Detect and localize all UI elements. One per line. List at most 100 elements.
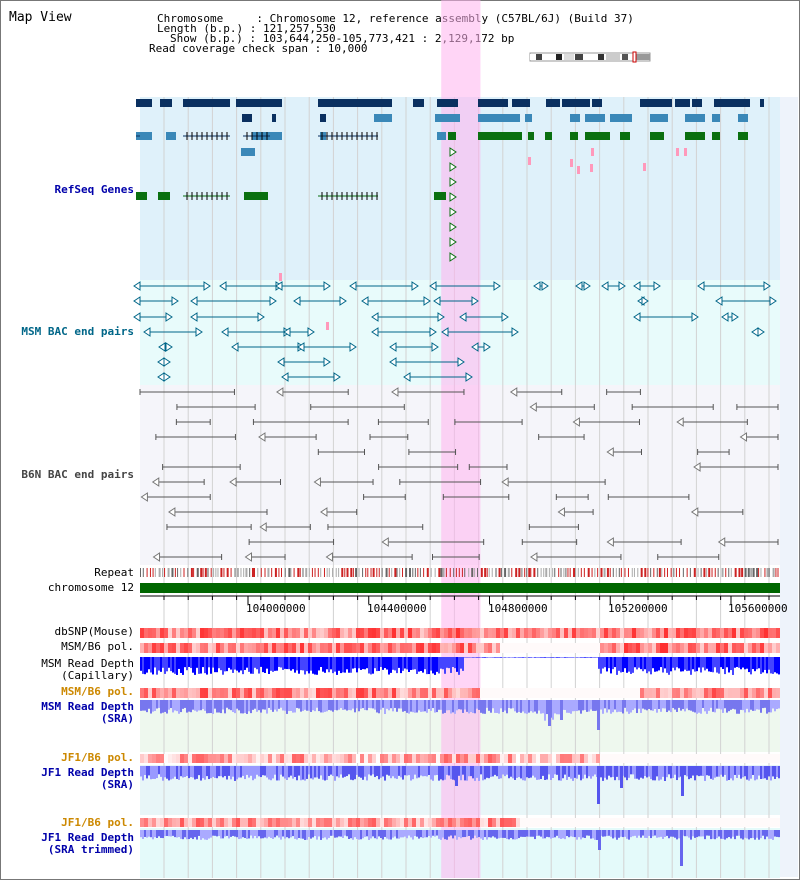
bac-end-marker (618, 281, 626, 291)
msm-depth-capillary-bar (350, 657, 352, 673)
msm-b6-pol2-heat-cell (252, 688, 256, 698)
jf1-b6-pol-heat-cell (552, 754, 556, 763)
dbsnp-heat-cell (448, 628, 452, 638)
jf1-b6-pol2-heat-cell (228, 818, 232, 827)
jf1-depth-trimmed-bar (474, 830, 476, 836)
msm-depth-sra-bar (674, 700, 676, 710)
msm-depth-capillary-bar (610, 657, 612, 674)
msm-depth-sra-bar (492, 700, 494, 709)
jf1-depth-trimmed-bar (408, 830, 410, 836)
bac-end-marker (572, 417, 580, 427)
msm-depth-sra-bar (490, 700, 492, 713)
msm-depth-sra-bar (410, 700, 412, 712)
jf1-depth-sra-bar (492, 766, 494, 777)
msm-b6-pol2-heat-cell (724, 688, 728, 698)
msm-b6-pol-heat-cell (632, 643, 636, 653)
repeat-mark (768, 568, 770, 577)
msm-b6-pol2-heat-cell (412, 688, 416, 698)
repeat-mark (177, 568, 179, 577)
msm-depth-sra-bar (428, 700, 430, 709)
jf1-depth-trimmed-bar (142, 830, 144, 840)
msm-depth-capillary-bar (190, 657, 192, 669)
msm-b6-pol-heat-cell (208, 643, 212, 653)
jf1-b6-pol-heat-cell (152, 754, 156, 763)
jf1-depth-sra-bar (310, 766, 312, 779)
jf1-depth-trimmed-bar (392, 830, 394, 838)
jf1-depth-trimmed-bar (416, 830, 418, 837)
gene-exon (478, 114, 520, 122)
repeat-mark (152, 568, 154, 577)
jf1-depth-sra-bar (558, 766, 560, 781)
msm-b6-pol-heat-cell (560, 643, 564, 653)
msm-depth-sra-bar (502, 700, 504, 712)
jf1-depth-sra-bar (476, 766, 478, 778)
bac-end-marker (258, 432, 266, 442)
msm-depth-sra-bar (334, 700, 336, 710)
jf1-b6-pol-heat-cell (276, 754, 280, 763)
msm-depth-capillary-bar (210, 657, 212, 674)
bac-end-marker (541, 281, 549, 291)
jf1-depth-trimmed-bar (486, 830, 488, 840)
jf1-b6-pol-heat-cell (576, 754, 580, 763)
dbsnp-heat-cell (296, 628, 300, 638)
msm-depth-sra-bar (404, 700, 406, 712)
msm-depth-sra-bar (532, 700, 534, 713)
msm-depth-sra-bar (522, 700, 524, 712)
jf1-b6-pol2-heat-cell (680, 818, 684, 827)
msm-depth-capillary-bar (588, 657, 590, 658)
jf1-depth-trimmed-bar (678, 830, 680, 839)
jf1-depth-trimmed-bar (662, 830, 664, 839)
msm-b6-pol2-heat-cell (368, 688, 372, 698)
jf1-depth-trimmed-bar (562, 830, 564, 839)
gene-exon (448, 132, 456, 140)
jf1-depth-trimmed-bar (244, 830, 246, 838)
jf1-b6-pol2-heat-cell (344, 818, 348, 827)
jf1-b6-pol-heat-cell (752, 754, 756, 763)
jf1-b6-pol-track-label: JF1/B6 pol. (61, 751, 134, 764)
jf1-depth-trimmed-bar (354, 830, 356, 838)
msm-depth-capillary-bar (688, 657, 690, 671)
msm-depth-capillary-bar (508, 657, 510, 658)
msm-b6-pol-heat-cell (336, 643, 340, 653)
msm-depth-capillary-bar (656, 657, 658, 672)
jf1-b6-pol-heat-cell (252, 754, 256, 763)
jf1-depth-sra-bar (308, 766, 310, 775)
jf1-depth-sra-bar (396, 766, 398, 779)
msm-depth-capillary-bar (748, 657, 750, 673)
jf1-b6-pol2-heat-cell (328, 818, 332, 827)
jf1-b6-pol2-heat-cell (688, 818, 692, 827)
msm-depth-sra-bar (336, 700, 338, 711)
jf1-depth-sra-bar (732, 766, 734, 781)
jf1-depth-sra-bar (272, 766, 274, 779)
jf1-depth-trimmed-bar (524, 830, 526, 837)
msm-b6-pol2-heat-cell (188, 688, 192, 698)
msm-depth-sra-bar (690, 700, 692, 711)
msm-b6-pol2-heat-cell (528, 688, 532, 698)
jf1-depth-trimmed-bar (164, 830, 166, 837)
jf1-depth-sra-bar (420, 766, 422, 776)
bac-end-marker (283, 327, 291, 337)
jf1-depth-trimmed-bar (178, 830, 180, 838)
jf1-depth-trimmed-track-label: JF1 Read Depth (SRA trimmed) (41, 831, 134, 856)
jf1-depth-sra-bar (282, 766, 284, 777)
msm-depth-capillary-bar (534, 657, 536, 658)
jf1-b6-pol2-heat-cell (700, 818, 704, 827)
jf1-depth-sra-bar (684, 766, 686, 776)
msm-b6-pol-heat-cell (212, 643, 216, 653)
msm-depth-sra-bar (656, 700, 658, 713)
jf1-b6-pol-heat-cell (236, 754, 240, 763)
jf1-depth-trimmed-bar (180, 830, 182, 839)
jf1-depth-sra-bar (770, 766, 772, 781)
jf1-depth-trimmed-bar (740, 830, 742, 839)
msm-b6-pol2-heat-cell (336, 688, 340, 698)
jf1-depth-trimmed-bar (242, 830, 244, 838)
msm-b6-pol-heat-cell (724, 643, 728, 653)
bac-end-marker (165, 312, 173, 322)
msm-depth-capillary-bar (414, 657, 416, 670)
bac-end-marker (757, 327, 765, 337)
msm-depth-capillary-bar (312, 657, 314, 674)
jf1-depth-trimmed-bar (172, 830, 174, 836)
jf1-b6-pol2-heat-cell (536, 818, 540, 827)
jf1-depth-sra-bar (754, 766, 756, 781)
